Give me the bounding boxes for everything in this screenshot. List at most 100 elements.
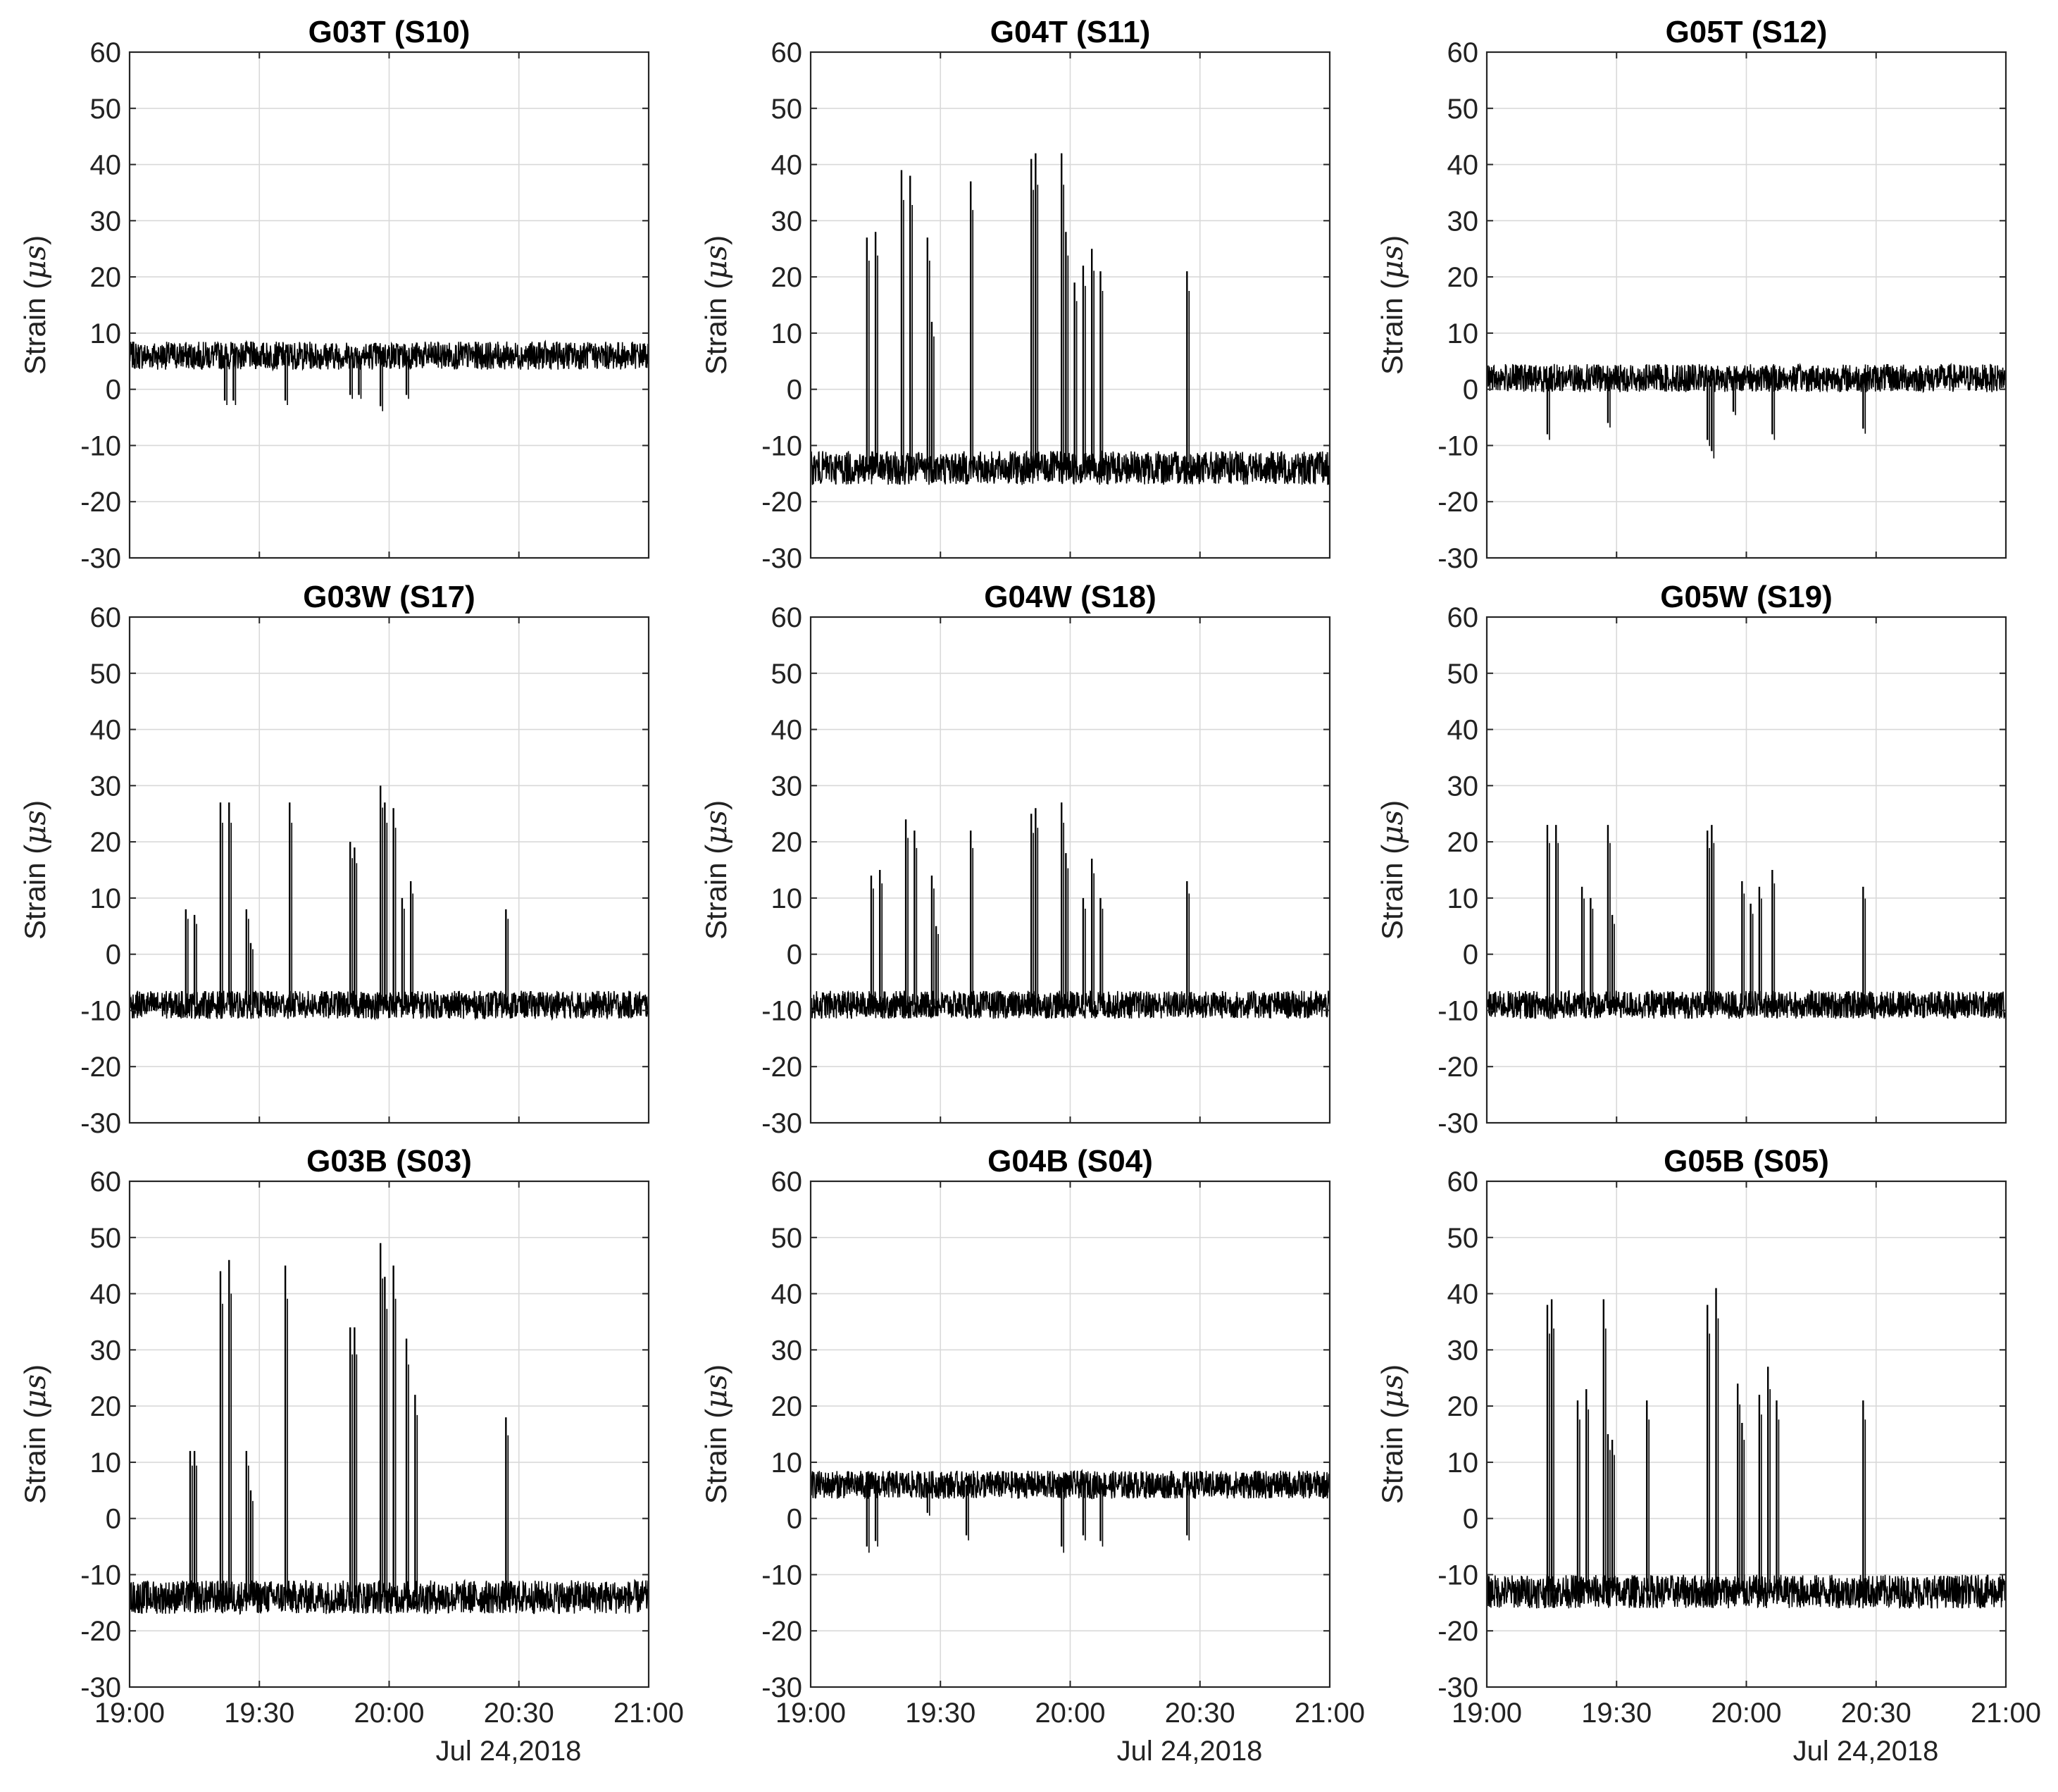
- y-axis-label: Strain (μs): [18, 1364, 52, 1504]
- y-tick-label: 50: [1447, 94, 1479, 125]
- panel-title: G05W (S19): [1660, 580, 1833, 614]
- y-tick-label: -30: [1438, 543, 1478, 574]
- y-tick-label: 20: [771, 262, 803, 293]
- series-line: [129, 340, 649, 372]
- y-tick-label: 40: [1447, 715, 1479, 746]
- y-tick-label: 30: [1447, 1335, 1479, 1366]
- y-axis-label-suffix: ): [18, 1364, 51, 1374]
- y-tick-label: 0: [1463, 1504, 1478, 1535]
- x-tick-label: 21:00: [1971, 1698, 2041, 1729]
- y-axis-label-prefix: Strain (: [18, 280, 51, 375]
- y-tick-label: 60: [1447, 37, 1479, 68]
- y-tick-label: 0: [787, 940, 802, 971]
- y-tick-label: 30: [1447, 771, 1479, 802]
- series-line: [129, 990, 649, 1021]
- y-tick-label: 30: [771, 1335, 803, 1366]
- y-tick-label: -30: [80, 1108, 121, 1139]
- y-tick-label: 20: [771, 1391, 803, 1422]
- y-tick-label: -10: [1438, 1560, 1478, 1591]
- x-tick-label: 20:30: [484, 1698, 554, 1729]
- y-axis-label-unit: μs: [1375, 810, 1409, 845]
- y-tick-label: -10: [80, 995, 121, 1026]
- y-tick-label: 0: [106, 375, 121, 406]
- x-tick-label: 19:30: [224, 1698, 294, 1729]
- series-line: [129, 1579, 649, 1615]
- y-tick-label: 60: [771, 1166, 803, 1197]
- y-tick-label: 10: [90, 883, 122, 914]
- y-tick-label: 50: [90, 1223, 122, 1254]
- y-tick-label: -20: [1438, 487, 1478, 518]
- y-tick-label: -20: [761, 1052, 802, 1083]
- y-tick-label: -10: [1438, 430, 1478, 461]
- y-tick-label: -30: [1438, 1672, 1478, 1703]
- y-tick-label: 50: [771, 1223, 803, 1254]
- y-tick-label: 40: [771, 1279, 803, 1310]
- y-tick-label: 30: [1447, 206, 1479, 237]
- y-tick-label: -10: [761, 1560, 802, 1591]
- panel-title: G03B (S03): [306, 1144, 472, 1178]
- panel-title: G03W (S17): [303, 580, 475, 614]
- y-tick-label: 50: [1447, 1223, 1479, 1254]
- date-label: Jul 24,2018: [1793, 1736, 1939, 1767]
- y-tick-label: 0: [1463, 375, 1478, 406]
- series-line: [810, 990, 1330, 1019]
- series-line: [1486, 362, 2007, 394]
- y-axis-label: Strain (μs): [1375, 800, 1409, 940]
- series-line: [810, 449, 1330, 485]
- series-line: [1486, 989, 2007, 1020]
- y-axis-label-prefix: Strain (: [18, 845, 51, 940]
- y-tick-label: 50: [771, 94, 803, 125]
- y-axis-label-unit: μs: [699, 1374, 733, 1409]
- y-tick-label: 10: [90, 1448, 122, 1479]
- y-axis-label: Strain (μs): [1375, 1364, 1409, 1504]
- y-tick-label: -30: [1438, 1108, 1478, 1139]
- y-axis-label-prefix: Strain (: [699, 280, 732, 375]
- x-tick-label: 19:30: [905, 1698, 975, 1729]
- y-tick-label: -20: [80, 487, 121, 518]
- panel-title: G05B (S05): [1664, 1144, 1829, 1178]
- y-tick-label: 0: [106, 1504, 121, 1535]
- panel-title: G05T (S12): [1666, 15, 1828, 49]
- y-tick-label: 10: [771, 318, 803, 349]
- y-tick-label: 40: [1447, 1279, 1479, 1310]
- y-axis-label-suffix: ): [18, 235, 51, 245]
- y-axis-label-prefix: Strain (: [1376, 280, 1409, 375]
- y-axis-label-prefix: Strain (: [699, 845, 732, 940]
- y-tick-label: 0: [106, 940, 121, 971]
- x-tick-label: 20:00: [1711, 1698, 1781, 1729]
- y-axis-label-prefix: Strain (: [1376, 1409, 1409, 1504]
- y-tick-label: 0: [787, 1504, 802, 1535]
- y-tick-label: 10: [90, 318, 122, 349]
- y-tick-label: 20: [90, 1391, 122, 1422]
- y-tick-label: -10: [1438, 995, 1478, 1026]
- y-axis-label-unit: μs: [699, 810, 733, 845]
- panel-title: G04T (S11): [990, 15, 1150, 49]
- x-tick-label: 19:30: [1581, 1698, 1652, 1729]
- y-tick-label: -20: [80, 1052, 121, 1083]
- x-tick-label: 19:00: [775, 1698, 846, 1729]
- y-tick-label: -10: [761, 995, 802, 1026]
- y-tick-label: 30: [771, 771, 803, 802]
- y-tick-label: -30: [761, 543, 802, 574]
- y-tick-label: 30: [771, 206, 803, 237]
- panel-1: 60 50 40 30 20 10 0 -10 -20 -30 G04T (S11) Strain (…: [699, 15, 1331, 574]
- panel-5: 60 50 40 30 20 10 0 -10 -20 -30 G05W (S19) Strain (…: [1375, 580, 2007, 1139]
- y-tick-label: 20: [1447, 827, 1479, 858]
- y-tick-label: -10: [761, 430, 802, 461]
- y-tick-label: 30: [90, 206, 122, 237]
- y-tick-label: 30: [90, 1335, 122, 1366]
- x-tick-label: 20:00: [1035, 1698, 1105, 1729]
- y-tick-label: -30: [761, 1672, 802, 1703]
- y-tick-label: 0: [1463, 940, 1478, 971]
- y-axis-label-unit: μs: [1375, 1374, 1409, 1409]
- y-tick-label: -20: [761, 487, 802, 518]
- y-tick-label: -20: [1438, 1616, 1478, 1647]
- y-axis-label-prefix: Strain (: [699, 1409, 732, 1504]
- y-tick-label: 20: [771, 827, 803, 858]
- x-tick-label: 20:30: [1165, 1698, 1235, 1729]
- y-axis-label-suffix: ): [699, 235, 732, 245]
- y-tick-label: -30: [80, 1672, 121, 1703]
- y-tick-label: 60: [1447, 602, 1479, 633]
